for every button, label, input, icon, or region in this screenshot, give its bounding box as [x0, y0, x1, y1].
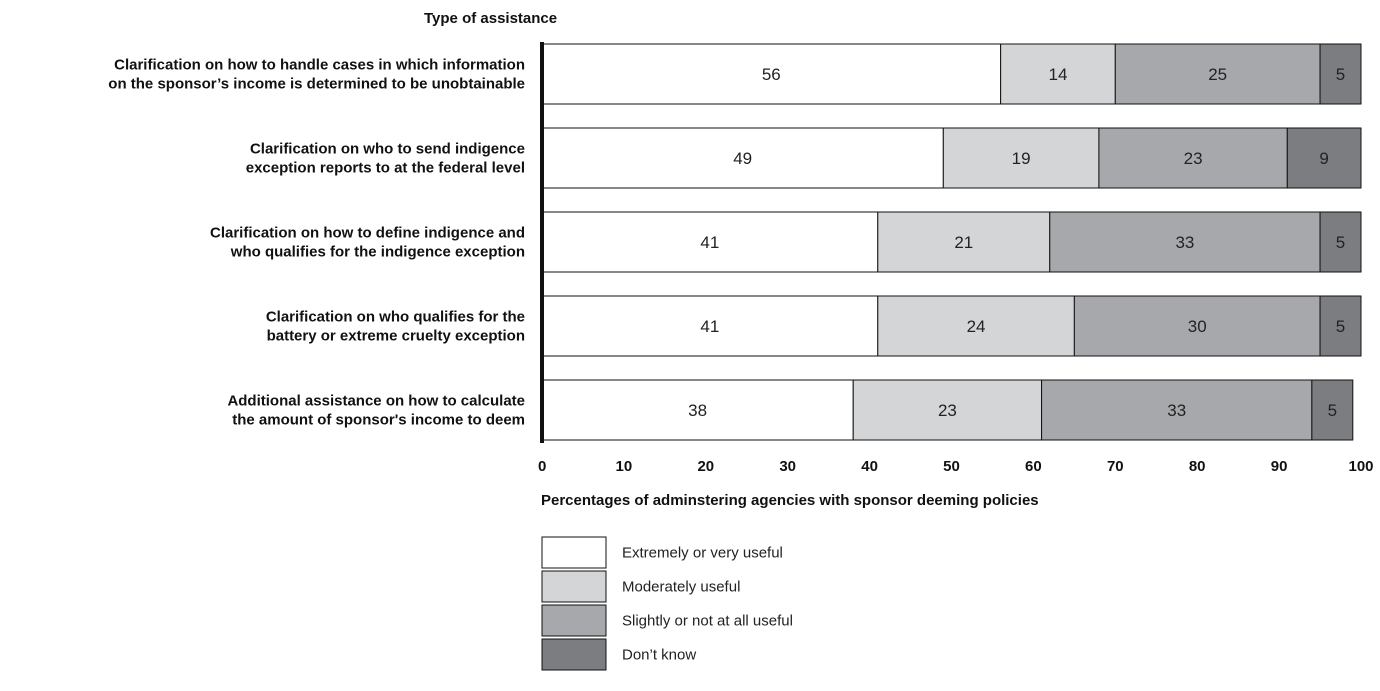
bar-segment — [1319, 43, 1362, 105]
data-label: 23 — [938, 401, 957, 420]
x-tick-label: 70 — [1107, 458, 1124, 475]
bar-segment — [942, 127, 1100, 189]
legend-label: Slightly or not at all useful — [622, 613, 793, 630]
category-label: on the sponsor’s income is determined to… — [108, 76, 525, 93]
data-label: 5 — [1336, 233, 1345, 252]
x-tick-label: 80 — [1189, 458, 1206, 475]
data-label: 56 — [762, 65, 781, 84]
x-tick-label: 100 — [1348, 458, 1373, 475]
bar-segment — [1286, 127, 1362, 189]
data-label: 23 — [1184, 149, 1203, 168]
x-tick-label: 50 — [943, 458, 960, 475]
x-tick-label: 30 — [779, 458, 796, 475]
legend-swatch — [541, 604, 607, 637]
category-label: Clarification on how to handle cases in … — [114, 57, 525, 74]
bar-segment — [1319, 295, 1362, 357]
x-tick-label: 90 — [1271, 458, 1288, 475]
bar-segment — [1311, 379, 1354, 441]
data-label: 21 — [954, 233, 973, 252]
data-label: 25 — [1208, 65, 1227, 84]
bar-segment — [877, 211, 1051, 273]
legend-label: Extremely or very useful — [622, 545, 783, 562]
data-label: 49 — [733, 149, 752, 168]
bar-segment — [1114, 43, 1321, 105]
legend: Extremely or very useful Moderately usefu… — [541, 536, 793, 671]
bar-segment — [541, 127, 944, 189]
data-label: 9 — [1319, 149, 1328, 168]
category-label: Clarification on how to define indigence… — [210, 225, 525, 242]
category-label: Clarification on who qualifies for the — [266, 309, 525, 326]
category-label: Clarification on who to send indigence — [250, 141, 525, 158]
x-tick-label: 40 — [861, 458, 878, 475]
category-label: Additional assistance on how to calculat… — [227, 393, 525, 410]
bar-segment — [877, 295, 1075, 357]
legend-label: Moderately useful — [622, 579, 740, 596]
category-label: who qualifies for the indigence exceptio… — [230, 244, 525, 261]
data-label: 41 — [700, 233, 719, 252]
bar-segment — [541, 379, 854, 441]
legend-swatch — [541, 638, 607, 671]
x-tick-label: 0 — [538, 458, 546, 475]
data-label: 24 — [967, 317, 986, 336]
data-label: 38 — [688, 401, 707, 420]
x-tick-label: 20 — [697, 458, 714, 475]
legend-swatch — [541, 536, 607, 569]
category-label: exception reports to at the federal leve… — [246, 160, 525, 177]
bar-segment — [541, 295, 879, 357]
bar-segment — [1319, 211, 1362, 273]
bar-segment — [1073, 295, 1321, 357]
data-label: 5 — [1336, 317, 1345, 336]
bars-layer: 56 14 25 5 49 19 23 9 41 21 33 5 41 24 30 5 38 23 33 5 — [541, 43, 1362, 441]
bar-segment — [541, 43, 1002, 105]
x-tick-label: 60 — [1025, 458, 1042, 475]
bar-segment — [1000, 43, 1116, 105]
x-axis-title: Percentages of adminstering agencies wit… — [541, 492, 1039, 509]
data-label: 5 — [1328, 401, 1337, 420]
chart-title: Type of assistance — [424, 10, 557, 27]
legend-swatch — [541, 570, 607, 603]
data-label: 33 — [1175, 233, 1194, 252]
data-label: 19 — [1012, 149, 1031, 168]
category-label: the amount of sponsor's income to deem — [232, 412, 525, 429]
data-label: 30 — [1188, 317, 1207, 336]
category-label: battery or extreme cruelty exception — [267, 328, 525, 345]
data-label: 5 — [1336, 65, 1345, 84]
legend-label: Don’t know — [622, 647, 696, 664]
x-axis-ticks: 0 10 20 30 40 50 60 70 80 90 100 — [538, 458, 1374, 475]
data-label: 33 — [1167, 401, 1186, 420]
bar-segment — [1098, 127, 1288, 189]
category-labels: Clarification on how to handle cases in … — [108, 57, 525, 429]
x-tick-label: 10 — [616, 458, 633, 475]
data-label: 14 — [1049, 65, 1068, 84]
bar-segment — [1041, 379, 1313, 441]
data-label: 41 — [700, 317, 719, 336]
bar-segment — [852, 379, 1043, 441]
